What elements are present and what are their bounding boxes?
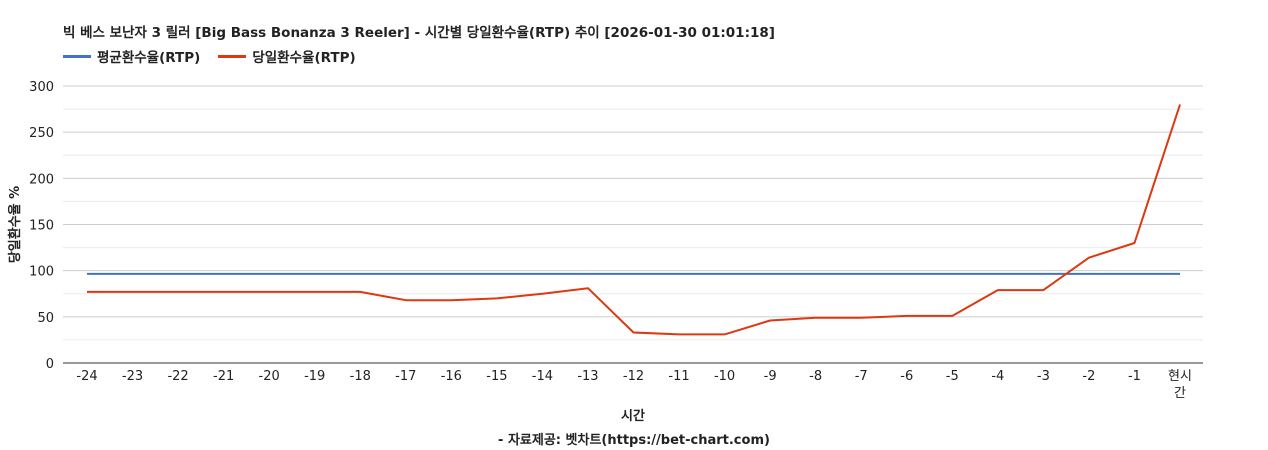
legend: 평균환수율(RTP) 당일환수율(RTP) <box>63 46 374 66</box>
x-tick-label: -20 <box>259 369 280 384</box>
x-tick-label: -15 <box>486 369 507 384</box>
x-tick-label: -19 <box>304 369 325 384</box>
x-tick-label: -1 <box>1128 369 1141 384</box>
y-tick-label: 50 <box>37 311 54 326</box>
legend-label-average: 평균환수율(RTP) <box>97 50 201 66</box>
x-tick-label: -10 <box>714 369 735 384</box>
x-tick-label: -7 <box>855 369 868 384</box>
y-axis-title: 당일환수율 % <box>7 186 23 263</box>
x-tick-label: -16 <box>441 369 462 384</box>
x-tick-label: -8 <box>809 369 822 384</box>
legend-item-average[interactable]: 평균환수율(RTP) <box>63 46 200 66</box>
legend-label-daily: 당일환수율(RTP) <box>252 50 356 66</box>
x-tick-label: -11 <box>668 369 689 384</box>
x-tick-label: -2 <box>1082 369 1095 384</box>
y-tick-label: 0 <box>46 357 54 372</box>
x-tick-label: -5 <box>946 369 959 384</box>
y-tick-label: 250 <box>29 126 54 141</box>
x-tick-label: -21 <box>213 369 234 384</box>
series-line-daily-rtp <box>87 104 1181 336</box>
x-tick-label: -12 <box>623 369 644 384</box>
x-tick-label: -9 <box>764 369 777 384</box>
x-tick-label: -24 <box>76 369 97 384</box>
chart-title: 빅 베스 보난자 3 릴러 [Big Bass Bonanza 3 Reeler… <box>63 25 775 41</box>
x-tick-label: -4 <box>991 369 1004 384</box>
x-tick-label: -22 <box>167 369 188 384</box>
x-tick-label: -17 <box>395 369 416 384</box>
y-tick-label: 150 <box>29 219 54 234</box>
x-tick-label: -18 <box>350 369 371 384</box>
x-tick-label: -14 <box>532 369 553 384</box>
legend-swatch-daily <box>218 54 247 58</box>
legend-swatch-average <box>63 54 91 58</box>
legend-item-daily[interactable]: 당일환수율(RTP) <box>218 46 356 66</box>
x-tick-label: 현시 간 <box>1168 369 1192 401</box>
x-tick-label: -6 <box>900 369 913 384</box>
x-axis-title: 시간 <box>621 408 645 424</box>
x-tick-label: -3 <box>1037 369 1050 384</box>
data-credit: - 자료제공: 벳차트(https://bet-chart.com) <box>498 433 770 448</box>
y-tick-label: 200 <box>29 172 54 187</box>
x-tick-label: -23 <box>122 369 143 384</box>
y-tick-label: 100 <box>29 265 54 280</box>
x-tick-label: -13 <box>577 369 598 384</box>
y-tick-label: 300 <box>29 80 54 95</box>
